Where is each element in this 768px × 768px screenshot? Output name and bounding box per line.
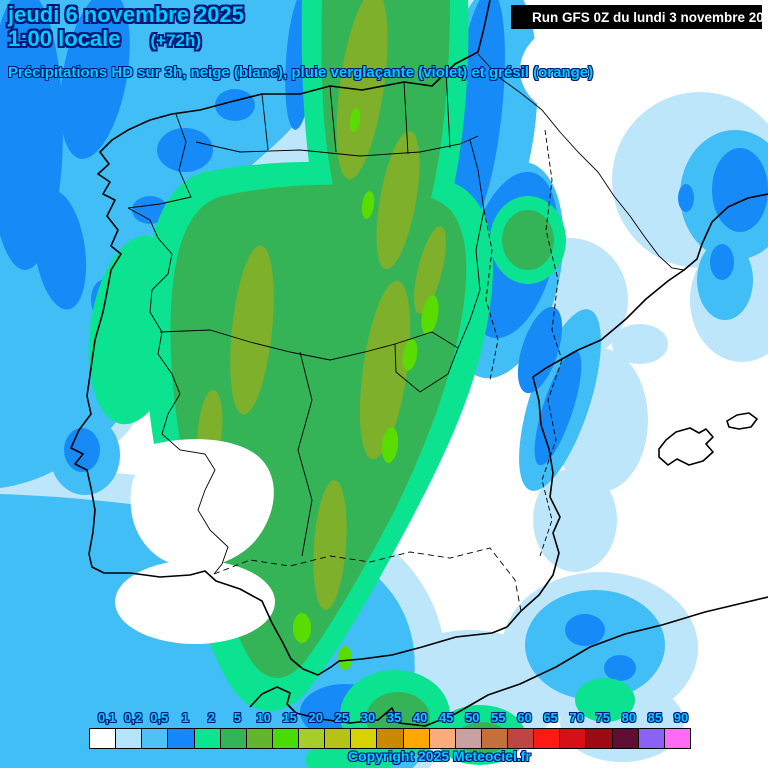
legend-cell: [586, 729, 613, 748]
legend-tick-label: 75: [595, 710, 610, 725]
legend-cell: [534, 729, 561, 748]
island-mallorca: [658, 427, 714, 466]
legend-tick-label: 90: [673, 710, 689, 725]
legend-cell: [612, 729, 639, 748]
forecast-offset-label: (+72h): [150, 31, 202, 50]
precipitation-legend: 0,1 0,2 0,5 1 2 5 10 15 20 25 30 35 40 45 50 55 60 65 70 75…: [89, 710, 691, 750]
legend-cell: [508, 729, 535, 748]
legend-tick-label: 60: [517, 710, 532, 725]
coastline-layer: [70, 0, 768, 727]
legend-bar: [89, 728, 691, 749]
legend-tick-label: 5: [233, 710, 242, 725]
legend-tick-label: 0,2: [124, 710, 143, 725]
legend-tick-label: 10: [256, 710, 271, 725]
coastline-africa: [249, 596, 768, 727]
region-borders-layer: [127, 53, 685, 612]
legend-tick-label: 0,5: [150, 710, 169, 725]
legend-cell: [142, 729, 169, 748]
legend-cell: [638, 729, 665, 748]
legend-tick-label: 2: [207, 710, 216, 725]
legend-cell: [299, 729, 326, 748]
border-pyrenees: [477, 53, 685, 271]
legend-cell: [90, 729, 117, 748]
legend-cell: [220, 729, 247, 748]
run-info-box: Run GFS 0Z du lundi 3 novembre 2025: [511, 5, 768, 29]
legend-cell: [351, 729, 378, 748]
legend-cell: [664, 729, 690, 748]
legend-tick-label: 20: [308, 710, 324, 725]
legend-cell: [377, 729, 404, 748]
legend-cell: [246, 729, 273, 748]
legend-tick-label: 0,1: [98, 710, 117, 725]
legend-tick-label: 65: [543, 710, 558, 725]
map-subtitle: Précipitations HD sur 3h, neige (blanc),…: [8, 64, 594, 81]
legend-cell: [272, 729, 299, 748]
date-label: jeudi 6 novembre 2025: [8, 2, 244, 27]
island-menorca: [726, 412, 758, 430]
legend-tick-label: 40: [412, 710, 428, 725]
legend-cell: [325, 729, 352, 748]
legend-cell: [455, 729, 482, 748]
legend-cell: [403, 729, 430, 748]
legend-tick-label: 85: [647, 710, 663, 725]
legend-tick-label: 55: [491, 710, 506, 725]
legend-cell: [429, 729, 456, 748]
legend-tick-label: 80: [621, 710, 637, 725]
legend-tick-label: 50: [465, 710, 480, 725]
legend-tick-label: 15: [282, 710, 297, 725]
legend-tick-label: 70: [569, 710, 584, 725]
valid-time: 1:00 locale (+72h): [8, 27, 201, 50]
legend-tick-label: 25: [334, 710, 350, 725]
legend-labels: 0,1 0,2 0,5 1 2 5 10 15 20 25 30 35 40 45 50 55 60 65 70 75…: [89, 710, 691, 728]
legend-cell: [168, 729, 195, 748]
legend-tick-label: 35: [386, 710, 402, 725]
coastline-iberia: [70, 0, 768, 676]
legend-cell: [116, 729, 143, 748]
run-info-label: Run GFS 0Z du lundi 3 novembre 2025: [532, 9, 768, 25]
copyright-label: Copyright 2025 Meteociel.fr: [348, 748, 531, 764]
border-portugal-spain: [127, 207, 229, 575]
legend-cell: [194, 729, 221, 748]
legend-cell: [560, 729, 587, 748]
legend-tick-label: 30: [360, 710, 376, 725]
legend-tick-label: 45: [438, 710, 454, 725]
legend-tick-label: 1: [181, 710, 189, 725]
legend-cell: [481, 729, 508, 748]
time-label: 1:00 locale: [8, 26, 121, 51]
